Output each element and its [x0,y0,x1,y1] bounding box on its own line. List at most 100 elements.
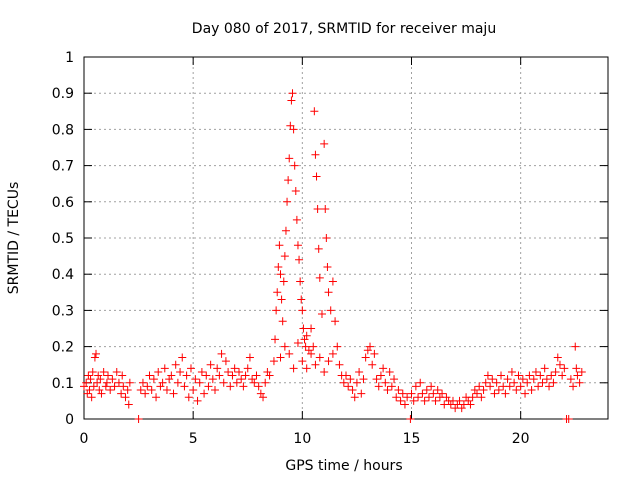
data-point [298,306,307,315]
data-point [381,378,390,387]
data-point [429,389,438,398]
grid-layer [84,57,608,419]
data-point [457,404,466,413]
data-point [494,386,503,395]
data-point [200,389,209,398]
data-point [271,335,280,344]
data-point [394,386,403,395]
data-point [145,371,154,380]
data-point [245,353,254,362]
data-point [512,386,521,395]
y-tick-label: 1 [65,50,74,66]
data-point [276,270,285,279]
data-point [252,371,261,380]
data-point [235,367,244,376]
data-point [398,389,407,398]
data-point [406,415,415,423]
data-point [516,382,525,391]
data-point [320,139,329,148]
data-point [94,371,103,380]
data-point [331,317,340,326]
data-point [162,386,171,395]
x-tick-label: 15 [403,431,421,447]
data-point [180,382,189,391]
data-point [339,378,348,387]
data-point [88,367,97,376]
x-tick-label: 5 [189,431,198,447]
data-point [302,364,311,373]
data-point [297,295,306,304]
data-point [344,382,353,391]
data-point [125,378,134,387]
data-point [321,205,330,214]
data-point [481,378,490,387]
data-point [285,154,294,163]
data-point [521,389,530,398]
data-point [119,382,128,391]
data-point [141,389,150,398]
data-point [383,386,392,395]
data-point [315,353,324,362]
data-point [90,353,99,362]
data-point [211,386,219,395]
data-point [455,396,464,405]
data-point [313,205,322,214]
data-point [221,357,230,366]
data-point [324,357,333,366]
data-point [473,389,481,398]
data-point [110,382,119,391]
data-point [281,226,290,235]
data-point [547,371,556,380]
y-tick-label: 0 [65,412,74,428]
data-point [525,371,534,380]
y-axis-label: SRMTID / TECUs [6,182,22,295]
data-point [370,349,379,358]
data-point [359,375,368,384]
data-point [84,371,93,380]
y-tick-label: 0.7 [52,159,74,175]
data-point [215,371,224,380]
data-point [363,346,372,355]
data-point [248,375,257,384]
data-point [510,378,519,387]
data-point [208,375,217,384]
data-point [292,215,301,224]
data-point [501,389,510,398]
data-point [206,360,215,369]
data-point [427,382,436,391]
data-point [178,353,187,362]
data-point [254,382,263,391]
data-point [283,197,292,206]
data-point [86,375,95,384]
data-point [102,378,111,387]
data-point [342,371,350,380]
data-point [468,393,477,402]
data-point [108,375,117,384]
data-point [224,367,233,376]
data-point [191,375,200,384]
data-point [99,367,108,376]
data-point [335,360,344,369]
data-point [280,252,289,261]
data-point [241,371,250,380]
data-point [97,389,106,398]
data-point [492,378,501,387]
data-point [293,338,302,347]
data-point [328,349,337,358]
data-point [189,386,198,395]
data-point [256,389,265,398]
data-point [299,324,308,333]
data-point [261,378,270,387]
data-point [320,367,329,376]
data-point [323,262,332,271]
data-point [328,277,337,286]
data-point [324,288,333,297]
data-point [230,364,239,373]
data-point [350,393,359,402]
y-tick-label: 0.2 [52,340,74,356]
data-point [527,386,536,395]
data-point [134,415,143,423]
data-point [361,353,370,362]
data-point [538,378,547,387]
data-point [101,382,110,391]
